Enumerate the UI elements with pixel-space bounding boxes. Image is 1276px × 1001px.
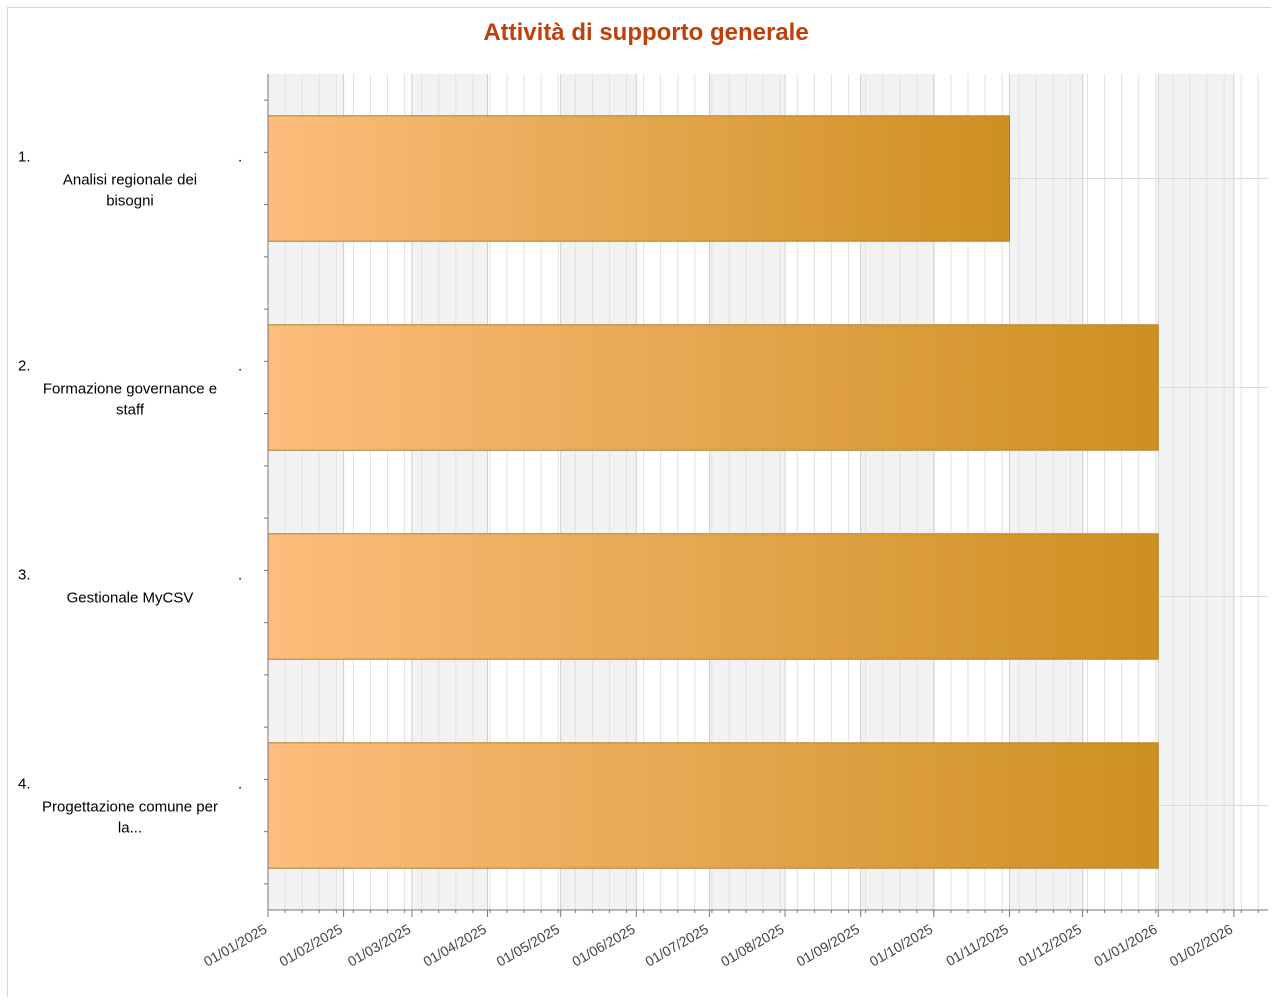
category-number: 1. [18, 149, 31, 166]
category-number: 4. [18, 776, 31, 793]
x-tick-label: 01/06/2025 [569, 921, 638, 970]
category-label-line: Progettazione comune per [42, 799, 218, 816]
category-label-line: Gestionale MyCSV [67, 590, 194, 607]
category-label-1: 1. . Analisi regionale dei bisogni [18, 149, 242, 210]
bar-3 [267, 533, 1159, 660]
x-tick-label: 01/08/2025 [718, 921, 787, 970]
bars [267, 115, 1159, 869]
category-label-line: staff [116, 402, 145, 419]
x-tick-label: 01/04/2025 [420, 921, 489, 970]
axes [264, 74, 1268, 917]
bar-4 [267, 742, 1159, 869]
x-tick-label: 01/11/2025 [943, 921, 1011, 969]
x-tick-label: 01/02/2026 [1167, 921, 1236, 970]
category-labels: 1. . Analisi regionale dei bisogni 2. . Formaz… [18, 149, 242, 837]
category-label-dot: . [238, 149, 242, 166]
category-number: 2. [18, 358, 31, 375]
category-label-line: Formazione governance e [43, 381, 217, 398]
category-label-2: 2. . Formazione governance e staff [18, 358, 242, 419]
category-label-line: Analisi regionale dei [63, 172, 197, 189]
category-label-3: 3. . Gestionale MyCSV [18, 567, 242, 607]
category-label-dot: . [238, 776, 242, 793]
x-tick-label: 01/03/2025 [345, 921, 414, 970]
bar-1 [267, 115, 1010, 242]
x-tick-label: 01/01/2026 [1091, 921, 1160, 970]
category-label-line: bisogni [106, 193, 154, 210]
x-tick-label: 01/07/2025 [642, 921, 711, 970]
chart-frame [7, 7, 1271, 997]
x-tick-label: 01/09/2025 [793, 921, 862, 970]
category-number: 3. [18, 567, 31, 584]
bar-2 [267, 324, 1159, 451]
month-band [1158, 74, 1234, 910]
x-tick-label: 01/01/2025 [201, 921, 270, 970]
category-label-4: 4. . Progettazione comune per la... [18, 776, 242, 837]
category-label-line: la... [118, 820, 142, 837]
x-tick-label: 01/10/2025 [867, 921, 936, 970]
x-tick-labels: 01/01/2025 01/02/2025 01/03/2025 01/04/2025… [201, 921, 1236, 970]
x-tick-label: 01/02/2025 [276, 921, 345, 970]
x-tick-label: 01/05/2025 [493, 921, 562, 970]
chart-title: Attività di supporto generale [483, 19, 808, 46]
category-label-dot: . [238, 358, 242, 375]
category-label-dot: . [238, 567, 242, 584]
x-tick-label: 01/12/2025 [1015, 921, 1084, 970]
